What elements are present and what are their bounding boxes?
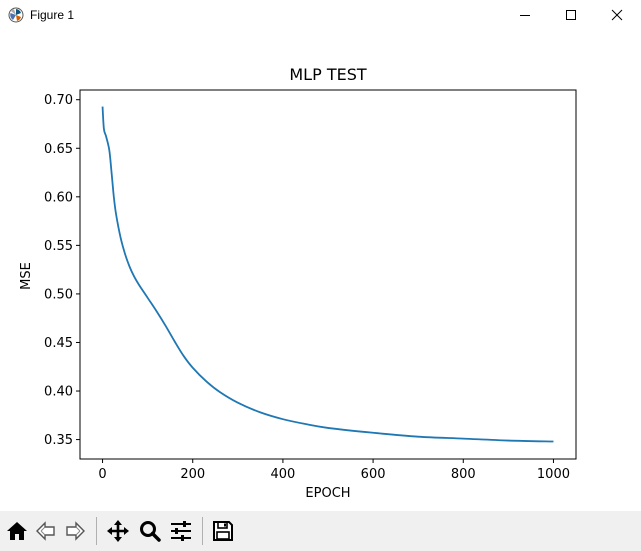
close-icon	[611, 9, 623, 21]
toolbar-separator	[202, 517, 203, 545]
matplotlib-logo-icon	[8, 7, 24, 23]
x-tick-label: 0	[98, 467, 106, 482]
y-axis-label: MSE	[19, 262, 34, 290]
y-tick-label: 0.35	[44, 433, 73, 448]
sliders-icon	[171, 521, 191, 541]
series-line-mse	[101, 106, 554, 443]
move-icon	[107, 520, 129, 542]
close-button[interactable]	[594, 0, 640, 31]
y-tick-label: 0.55	[44, 239, 73, 254]
minimize-button[interactable]	[502, 0, 548, 31]
forward-arrow-icon	[66, 521, 85, 541]
chart: MLP TEST 0.35 0.40 0.45 0.50 0.55 0.60 0.65 0.7…	[0, 31, 641, 511]
y-tick-label: 0.50	[44, 287, 73, 302]
y-tick-label: 0.65	[44, 142, 73, 157]
x-tick-label: 400	[270, 467, 295, 482]
x-tick-label: 800	[451, 467, 476, 482]
x-tick-label: 1000	[537, 467, 570, 482]
home-button[interactable]	[3, 516, 31, 546]
home-icon	[7, 522, 27, 540]
magnifier-icon	[140, 521, 161, 542]
y-tick-label: 0.45	[44, 336, 73, 351]
x-tick-label: 600	[361, 467, 386, 482]
chart-title: MLP TEST	[289, 65, 366, 84]
x-axis-label: EPOCH	[305, 486, 350, 501]
forward-button[interactable]	[61, 516, 89, 546]
configure-subplots-button[interactable]	[167, 516, 195, 546]
window-titlebar: Figure 1	[0, 0, 641, 31]
zoom-button[interactable]	[136, 516, 164, 546]
pan-button[interactable]	[104, 516, 132, 546]
figure-canvas[interactable]: MLP TEST 0.35 0.40 0.45 0.50 0.55 0.60 0.65 0.7…	[0, 31, 641, 511]
navigation-toolbar	[0, 511, 641, 551]
maximize-icon	[566, 10, 576, 20]
back-arrow-icon	[36, 521, 55, 541]
y-tick-label: 0.60	[44, 190, 73, 205]
floppy-disk-icon	[213, 521, 233, 541]
toolbar-separator	[96, 517, 97, 545]
plot-frame	[79, 89, 577, 460]
window-title: Figure 1	[30, 8, 75, 22]
y-tick-label: 0.70	[44, 93, 73, 108]
y-tick-label: 0.40	[44, 385, 73, 400]
x-tick-label: 200	[180, 467, 205, 482]
x-axis-ticks: 0 200 400 600 800 1000	[98, 459, 570, 482]
save-button[interactable]	[209, 516, 237, 546]
back-button[interactable]	[32, 516, 60, 546]
y-axis-ticks: 0.35 0.40 0.45 0.50 0.55 0.60 0.65 0.70	[44, 93, 80, 448]
maximize-button[interactable]	[548, 0, 594, 31]
minimize-icon	[520, 15, 530, 16]
